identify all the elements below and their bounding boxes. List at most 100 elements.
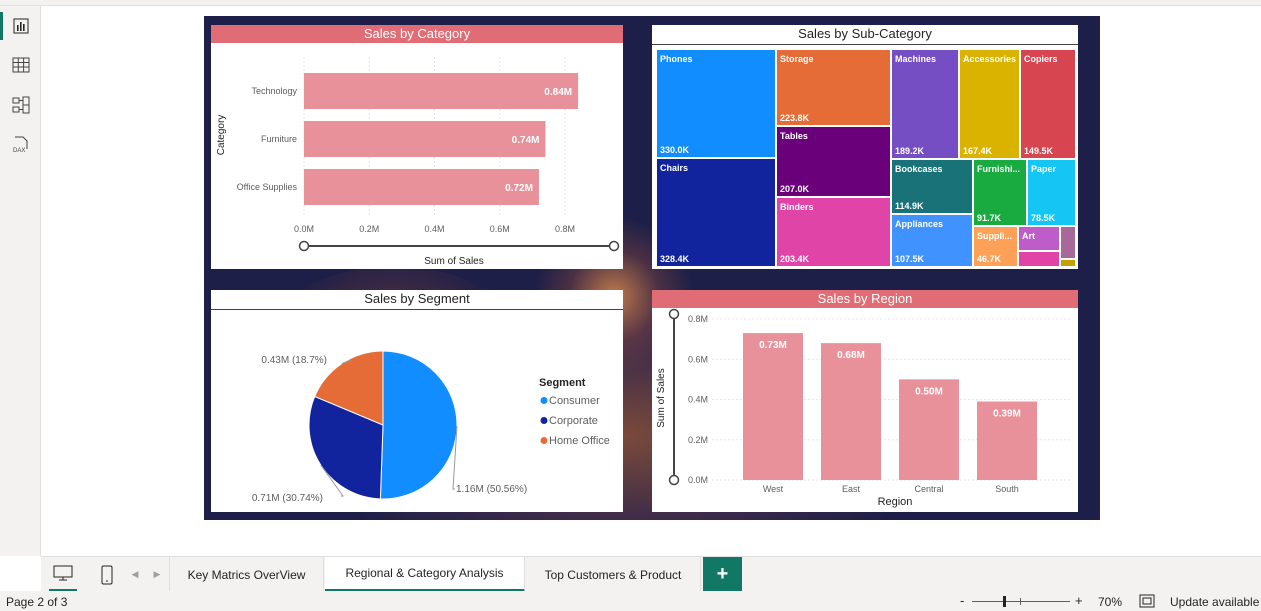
legend-marker bbox=[540, 417, 548, 424]
treemap-tile[interactable]: Art bbox=[1018, 226, 1060, 251]
zoom-in-button[interactable]: + bbox=[1075, 593, 1083, 608]
region-bar-chart: 0.73M West 0.68M East 0.50M Central 0.39M South… bbox=[656, 308, 1072, 508]
sales-by-category-visual[interactable]: Sales by Category 0.84M Technology 0.74M Fu… bbox=[211, 25, 623, 269]
legend-marker bbox=[540, 437, 548, 444]
tile-name: Phones bbox=[660, 54, 693, 64]
category-bar[interactable] bbox=[304, 121, 546, 157]
y-tick-label: 0.4M bbox=[688, 395, 708, 405]
table-view-button[interactable] bbox=[0, 47, 41, 83]
table-grid-icon bbox=[12, 57, 29, 73]
sales-by-segment-visual[interactable]: Sales by Segment 1.16M (50.56%) 0.71M (30… bbox=[211, 290, 623, 512]
treemap-tile[interactable]: Suppli... 46.7K bbox=[973, 226, 1018, 267]
tile-value: 167.4K bbox=[963, 146, 993, 156]
range-slider-start-handle[interactable] bbox=[298, 240, 310, 252]
legend-marker bbox=[540, 397, 548, 404]
fit-to-page-button[interactable] bbox=[1139, 594, 1155, 608]
tile-name: Art bbox=[1022, 231, 1035, 241]
legend-entry[interactable]: Corporate bbox=[549, 415, 598, 427]
category-tick-label: Office Supplies bbox=[237, 182, 298, 192]
treemap-tile[interactable]: Appliances 107.5K bbox=[891, 214, 973, 267]
treemap-tile-small[interactable] bbox=[1060, 259, 1076, 267]
treemap-tile[interactable]: Paper 78.5K bbox=[1027, 159, 1076, 226]
treemap-tile[interactable]: Storage 223.8K bbox=[776, 49, 891, 126]
bar-value-label: 0.50M bbox=[915, 386, 943, 397]
tile-value: 223.8K bbox=[780, 113, 810, 123]
treemap-tile[interactable]: Machines 189.2K bbox=[891, 49, 959, 159]
range-slider-end-handle[interactable] bbox=[608, 240, 620, 252]
segment-pie-chart: 1.16M (50.56%) 0.71M (30.74%) 0.43M (18.7%… bbox=[252, 350, 610, 504]
tile-name: Chairs bbox=[660, 163, 689, 173]
bar-value-label: 0.74M bbox=[512, 135, 540, 146]
x-tick-label: 0.0M bbox=[294, 224, 314, 234]
report-canvas: Sales by Category 0.84M Technology 0.74M Fu… bbox=[204, 16, 1100, 520]
slice-data-label: 0.43M (18.7%) bbox=[261, 355, 327, 366]
legend-title: Segment bbox=[539, 377, 586, 389]
dax-query-view-button[interactable]: DAX bbox=[0, 127, 41, 163]
visual-title: Sales by Segment bbox=[211, 290, 623, 310]
sales-axis-title: Sum of Sales bbox=[424, 256, 483, 267]
treemap-tile-small[interactable] bbox=[1060, 226, 1076, 259]
legend-entry[interactable]: Home Office bbox=[549, 435, 610, 447]
fit-to-page-icon bbox=[1139, 594, 1155, 608]
update-available-link[interactable]: Update available bbox=[1170, 595, 1260, 609]
slice-leader-line bbox=[341, 359, 352, 364]
treemap-tile[interactable]: Chairs 328.4K bbox=[656, 158, 776, 267]
treemap-tile[interactable]: Tables 207.0K bbox=[776, 126, 891, 197]
zoom-slider-center-tick bbox=[1020, 598, 1021, 605]
model-view-button[interactable] bbox=[0, 87, 41, 123]
treemap-tile[interactable]: Furnishi... 91.7K bbox=[973, 159, 1027, 226]
zoom-out-button[interactable]: - bbox=[960, 593, 965, 608]
region-bar[interactable] bbox=[977, 401, 1037, 480]
region-bar[interactable] bbox=[821, 343, 881, 480]
region-tick-label: Central bbox=[914, 484, 943, 494]
range-slider-bottom-handle[interactable] bbox=[668, 474, 680, 486]
monitor-icon bbox=[53, 565, 73, 581]
category-bar[interactable] bbox=[304, 73, 579, 109]
x-tick-label: 0.2M bbox=[359, 224, 379, 234]
bar-value-label: 0.72M bbox=[505, 183, 533, 194]
category-bar[interactable] bbox=[304, 169, 539, 205]
treemap-tile[interactable]: Copiers 149.5K bbox=[1020, 49, 1076, 159]
tile-value: 78.5K bbox=[1031, 213, 1056, 223]
zoom-slider-track[interactable] bbox=[972, 601, 1070, 602]
y-tick-label: 0.0M bbox=[688, 475, 708, 485]
bar-value-label: 0.84M bbox=[544, 87, 572, 98]
model-diagram-icon bbox=[12, 96, 29, 114]
treemap-tile[interactable]: Bookcases 114.9K bbox=[891, 159, 973, 214]
tile-name: Furnishi... bbox=[977, 164, 1021, 174]
tile-name: Accessories bbox=[963, 54, 1017, 64]
sales-by-subcategory-visual[interactable]: Sales by Sub-Category Phones 330.0K Chairs… bbox=[652, 25, 1078, 269]
treemap-tile[interactable]: Binders 203.4K bbox=[776, 197, 891, 267]
mobile-layout-button[interactable] bbox=[95, 557, 119, 592]
bar-value-label: 0.39M bbox=[993, 409, 1021, 420]
legend-entry[interactable]: Consumer bbox=[549, 395, 600, 407]
range-slider-top-handle[interactable] bbox=[668, 308, 680, 320]
region-bar[interactable] bbox=[899, 379, 959, 480]
tile-value: 328.4K bbox=[660, 254, 690, 264]
page-tab-key-matrics-overview[interactable]: Key Matrics OverView bbox=[169, 557, 324, 592]
add-page-button[interactable]: + bbox=[703, 557, 742, 592]
zoom-slider-thumb[interactable] bbox=[1003, 596, 1007, 607]
bar-value-label: 0.73M bbox=[759, 340, 787, 351]
page-indicator: Page 2 of 3 bbox=[6, 595, 68, 609]
dax-icon: DAX bbox=[13, 136, 27, 154]
pie-slice[interactable] bbox=[379, 350, 458, 500]
report-view-button[interactable] bbox=[0, 8, 41, 44]
treemap-tile-small[interactable] bbox=[1018, 251, 1060, 267]
treemap-tile[interactable]: Accessories 167.4K bbox=[959, 49, 1020, 159]
treemap-tile[interactable]: Phones 330.0K bbox=[656, 49, 776, 158]
tile-value: 330.0K bbox=[660, 145, 690, 155]
visual-title: Sales by Category bbox=[211, 25, 623, 43]
y-tick-label: 0.2M bbox=[688, 435, 708, 445]
region-bar[interactable] bbox=[743, 333, 803, 480]
scroll-tabs-right-button[interactable]: ▶ bbox=[151, 557, 163, 592]
visual-title: Sales by Sub-Category bbox=[652, 25, 1078, 45]
page-tab-regional-category-analysis[interactable]: Regional & Category Analysis bbox=[325, 557, 525, 592]
desktop-layout-button[interactable] bbox=[49, 557, 77, 592]
tile-name: Copiers bbox=[1024, 54, 1058, 64]
zoom-level[interactable]: 70% bbox=[1098, 595, 1123, 609]
x-tick-label: 0.8M bbox=[555, 224, 575, 234]
page-tab-top-customers-product[interactable]: Top Customers & Product bbox=[526, 557, 701, 592]
scroll-tabs-left-button[interactable]: ◀ bbox=[129, 557, 141, 592]
sales-by-region-visual[interactable]: Sales by Region 0.73M West 0.68M East 0.50M C… bbox=[652, 290, 1078, 512]
